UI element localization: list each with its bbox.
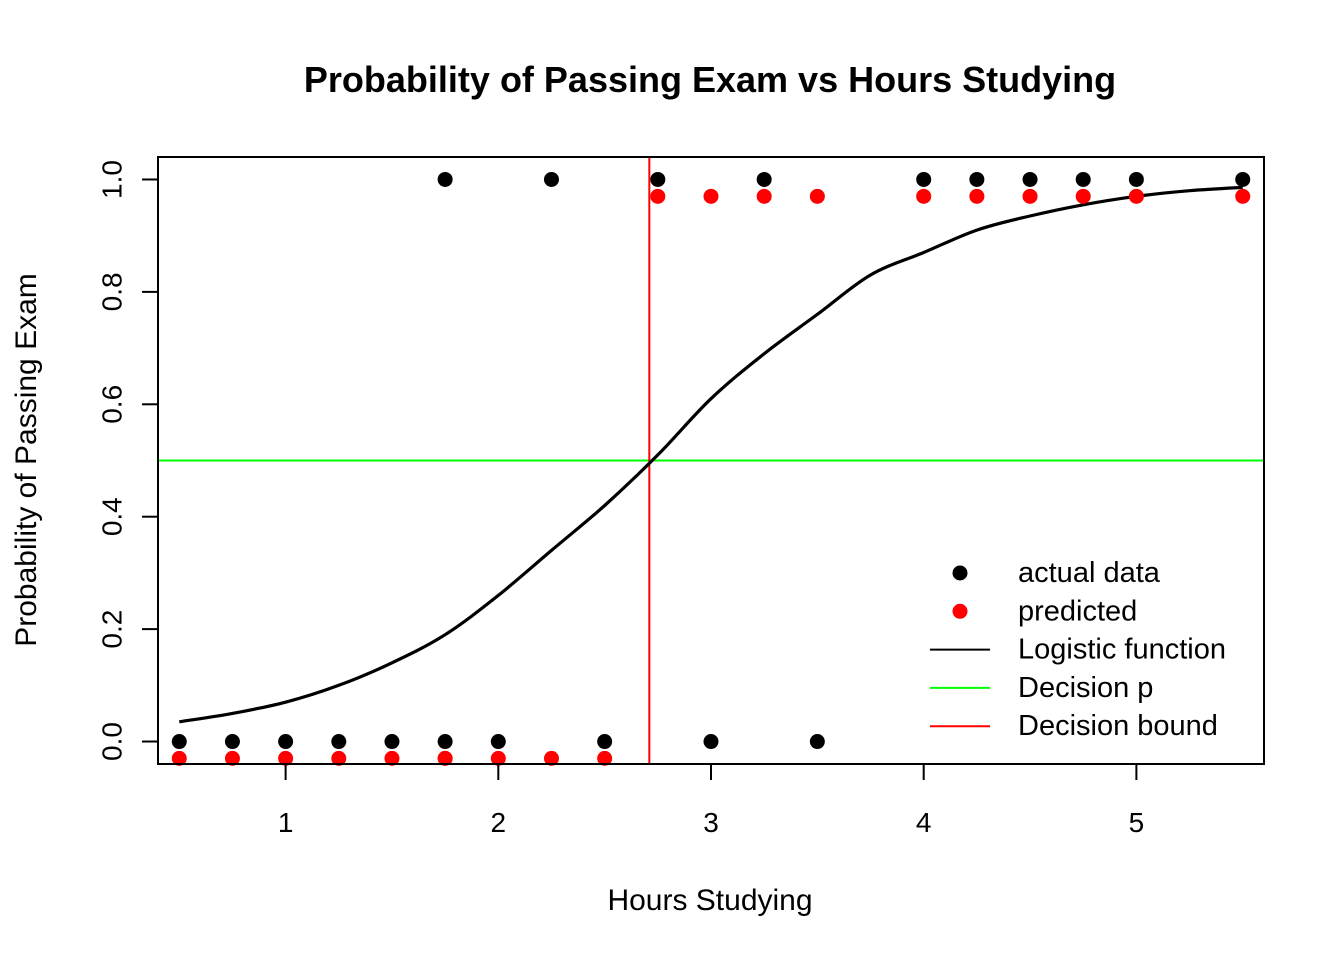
actual-data-point [756, 171, 772, 187]
actual-data-point [1022, 171, 1038, 187]
legend-label: Decision bound [1018, 710, 1218, 742]
predicted-point [703, 188, 719, 204]
actual-data-point [331, 734, 347, 750]
legend-marker [952, 565, 968, 581]
actual-data-point [1128, 171, 1144, 187]
y-tick-label: 0.0 [97, 722, 128, 761]
predicted-point [1235, 188, 1251, 204]
actual-data-point [171, 734, 187, 750]
predicted-point [490, 750, 506, 766]
legend-label: Logistic function [1018, 634, 1226, 666]
axes: 1 2 3 4 5 0.0 0.2 0.4 0.6 0.8 1.0 [97, 156, 1265, 838]
predicted-point [969, 188, 985, 204]
predicted-point [916, 188, 932, 204]
actual-data-point [650, 171, 666, 187]
predicted-point [597, 750, 613, 766]
actual-data-point [703, 734, 719, 750]
predicted-point [384, 750, 400, 766]
x-tick-label: 2 [491, 807, 507, 838]
y-tick-label: 0.2 [97, 610, 128, 649]
predicted-point [224, 750, 240, 766]
legend: actual data predicted Logistic function Dec… [930, 557, 1226, 742]
legend-item: predicted [952, 595, 1137, 627]
legend-item: actual data [952, 557, 1161, 589]
y-tick-label: 0.4 [97, 497, 128, 536]
legend-item: Decision bound [930, 710, 1218, 742]
actual-data-point [384, 734, 400, 750]
x-tick-label: 3 [703, 807, 719, 838]
legend-item: Logistic function [930, 634, 1226, 666]
actual-data-point [224, 734, 240, 750]
actual-data-point [278, 734, 294, 750]
actual-data-point [597, 734, 613, 750]
y-tick-label: 1.0 [97, 160, 128, 199]
predicted-point [1128, 188, 1144, 204]
y-axis-label: Probability of Passing Exam [10, 273, 43, 647]
actual-data-point [969, 171, 985, 187]
logistic-curve [179, 185, 1243, 724]
predicted-point [543, 750, 559, 766]
actual-data-point [437, 171, 453, 187]
y-tick-label: 0.8 [97, 272, 128, 311]
x-axis-label: Hours Studying [607, 884, 812, 917]
y-tick-label: 0.6 [97, 385, 128, 424]
actual-data-point [809, 734, 825, 750]
actual-data-point [916, 171, 932, 187]
predicted-point [437, 750, 453, 766]
actual-data-point [543, 171, 559, 187]
predicted-point [650, 188, 666, 204]
predicted-point [756, 188, 772, 204]
predicted-point [171, 750, 187, 766]
chart-title: Probability of Passing Exam vs Hours Stu… [304, 59, 1116, 100]
predicted-point [809, 188, 825, 204]
legend-label: Decision p [1018, 672, 1153, 704]
actual-data-point [490, 734, 506, 750]
actual-data-point [1075, 171, 1091, 187]
predicted-point [331, 750, 347, 766]
legend-label: actual data [1018, 557, 1161, 589]
predicted-point [1022, 188, 1038, 204]
legend-item: Decision p [930, 672, 1153, 704]
actual-data-point [437, 734, 453, 750]
x-tick-label: 5 [1129, 807, 1145, 838]
x-tick-label: 4 [916, 807, 932, 838]
legend-label: predicted [1018, 595, 1137, 627]
legend-marker [952, 603, 968, 619]
x-tick-label: 1 [278, 807, 294, 838]
predicted-point [1075, 188, 1091, 204]
actual-data-point [1235, 171, 1251, 187]
plot-area [158, 157, 1264, 766]
predicted-point [278, 750, 294, 766]
